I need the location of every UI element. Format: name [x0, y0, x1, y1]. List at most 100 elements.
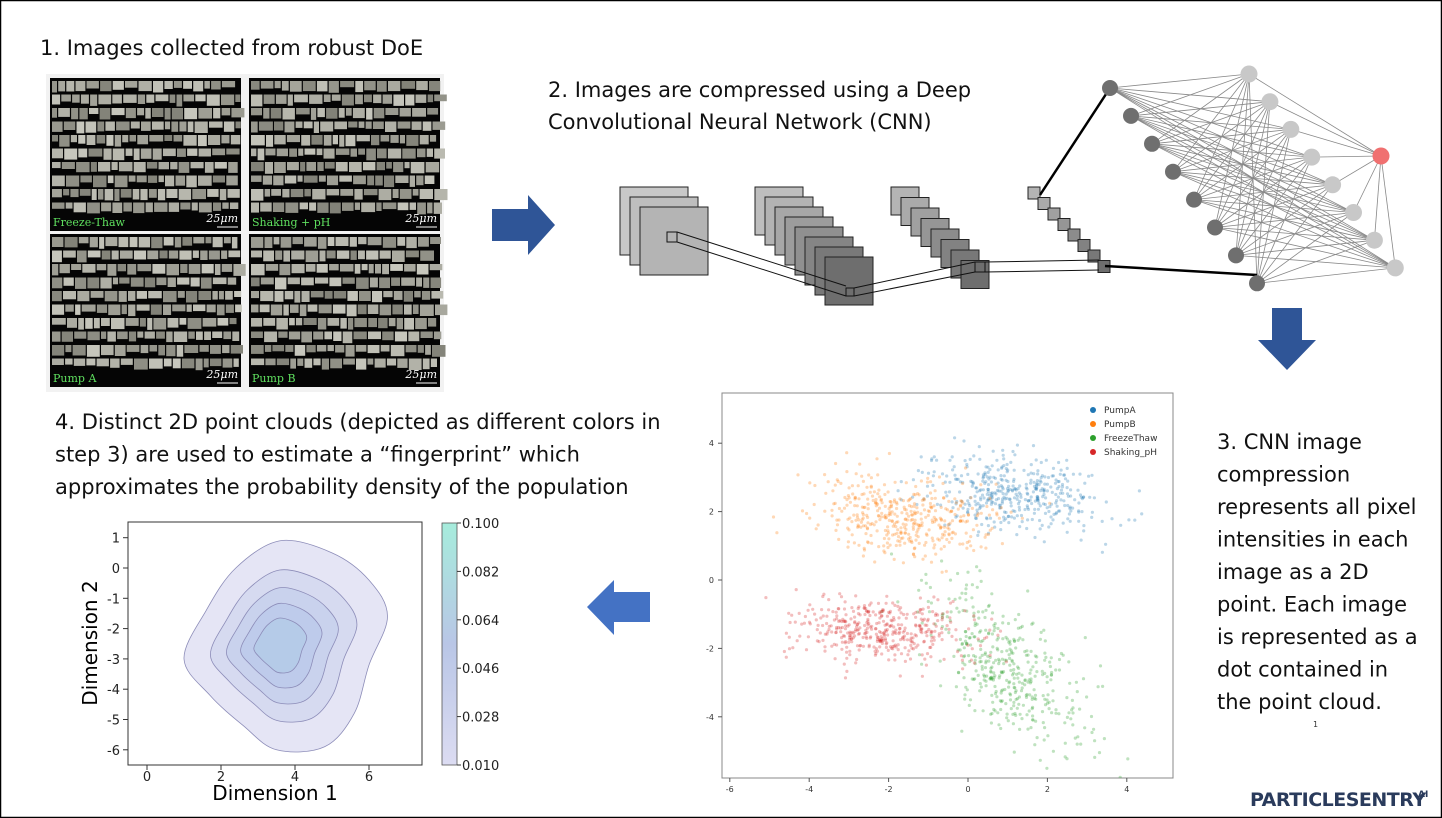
cloud-point: [919, 455, 923, 459]
cloud-point: [875, 501, 879, 505]
cloud-point: [1018, 712, 1022, 716]
cloud-point: [990, 711, 994, 716]
cloud-point: [826, 630, 830, 634]
cloud-point: [972, 677, 976, 682]
cloud-point: [896, 520, 900, 524]
cloud-point: [837, 607, 841, 611]
cloud-point: [835, 617, 839, 621]
cloud-point: [888, 624, 892, 628]
cloud-point: [913, 555, 917, 559]
particle-thumb: [329, 202, 341, 214]
particle-thumb: [328, 81, 339, 93]
particle-thumb: [294, 291, 301, 303]
cloud-point: [967, 703, 971, 708]
particle-thumb: [163, 291, 177, 303]
cloud-point: [850, 637, 854, 641]
particle-thumb: [414, 291, 421, 298]
cloud-point: [877, 488, 881, 492]
particle-thumb: [58, 108, 70, 117]
cloud-point: [1035, 498, 1040, 502]
cloud-point: [1017, 612, 1021, 617]
cloud-point: [812, 502, 816, 507]
particle-thumb: [362, 162, 376, 171]
cloud-point: [923, 657, 927, 661]
cloud-point: [847, 623, 851, 627]
cloud-point: [885, 623, 889, 627]
cloud-point: [857, 605, 861, 609]
cloud-point: [834, 630, 838, 635]
cloud-point: [1056, 480, 1060, 484]
particle-thumb: [367, 237, 382, 246]
particle-thumb: [187, 121, 194, 133]
cloud-point: [954, 638, 958, 642]
cloud-point: [889, 552, 894, 556]
cloud-point: [796, 473, 800, 477]
nn-edge: [1256, 239, 1375, 284]
particle-thumb: [324, 162, 335, 169]
cloud-point: [919, 627, 924, 632]
particle-thumb: [209, 358, 222, 367]
particle-thumb: [301, 135, 311, 146]
cloud-point: [894, 631, 898, 636]
particle-thumb: [145, 202, 153, 213]
cloud-point: [815, 628, 819, 632]
cloud-point: [997, 516, 1002, 520]
cloud-point: [997, 662, 1001, 666]
cloud-point: [1056, 495, 1060, 499]
cloud-point: [1009, 460, 1013, 464]
particle-thumb: [331, 94, 341, 101]
cloud-point: [892, 498, 897, 502]
cloud-point: [866, 623, 870, 627]
cloud-point: [911, 552, 916, 557]
cloud-point: [1043, 502, 1047, 507]
particle-thumb: [114, 345, 126, 356]
cloud-point: [1051, 749, 1055, 753]
cloud-point: [958, 504, 963, 508]
cloud-point: [865, 636, 869, 641]
cloud-point: [964, 583, 969, 587]
cloud-point: [903, 525, 907, 529]
cloud-point: [981, 610, 985, 614]
cloud-point: [962, 646, 966, 650]
cloud-point: [926, 617, 930, 621]
particle-thumb: [184, 345, 199, 353]
cloud-point: [920, 631, 924, 635]
cnn-connector: [984, 259, 1100, 263]
cnn-layer: [1037, 197, 1051, 210]
cloud-point: [1041, 502, 1046, 506]
particle-thumb: [52, 81, 57, 93]
particle-thumb: [263, 250, 274, 262]
cloud-point: [926, 509, 930, 513]
cloud-point: [771, 515, 776, 519]
particle-thumb: [151, 121, 164, 130]
cloud-point: [926, 605, 931, 610]
cloud-point: [862, 604, 867, 608]
cloud-point: [1051, 699, 1055, 703]
cloud-point: [959, 499, 963, 503]
particle-thumb: [221, 81, 236, 88]
cloud-point: [994, 482, 998, 486]
cloud-point: [920, 653, 924, 657]
cloud-point: [1009, 504, 1013, 508]
cloud-point: [990, 500, 994, 504]
cloud-point: [955, 499, 959, 504]
cloud-point: [1082, 529, 1086, 533]
cloud-point: [1035, 670, 1039, 674]
particle-thumb: [108, 304, 121, 316]
step-4-line: step 3) are used to estimate a “fingerpr…: [55, 443, 580, 467]
particle-thumb: [429, 81, 441, 92]
particle-thumb: [112, 81, 124, 90]
particle-thumb: [155, 94, 169, 102]
cloud-point: [1067, 512, 1071, 516]
cloud-point: [1076, 735, 1080, 739]
cloud-point: [963, 663, 967, 667]
cloud-point: [1016, 676, 1020, 680]
cloud-point: [945, 615, 949, 619]
cloud-point: [881, 631, 886, 635]
particle-thumb: [251, 237, 264, 248]
particle-thumb: [356, 277, 369, 289]
particle-thumb: [91, 189, 97, 200]
particle-thumb: [263, 318, 276, 326]
cloud-point: [834, 461, 838, 466]
